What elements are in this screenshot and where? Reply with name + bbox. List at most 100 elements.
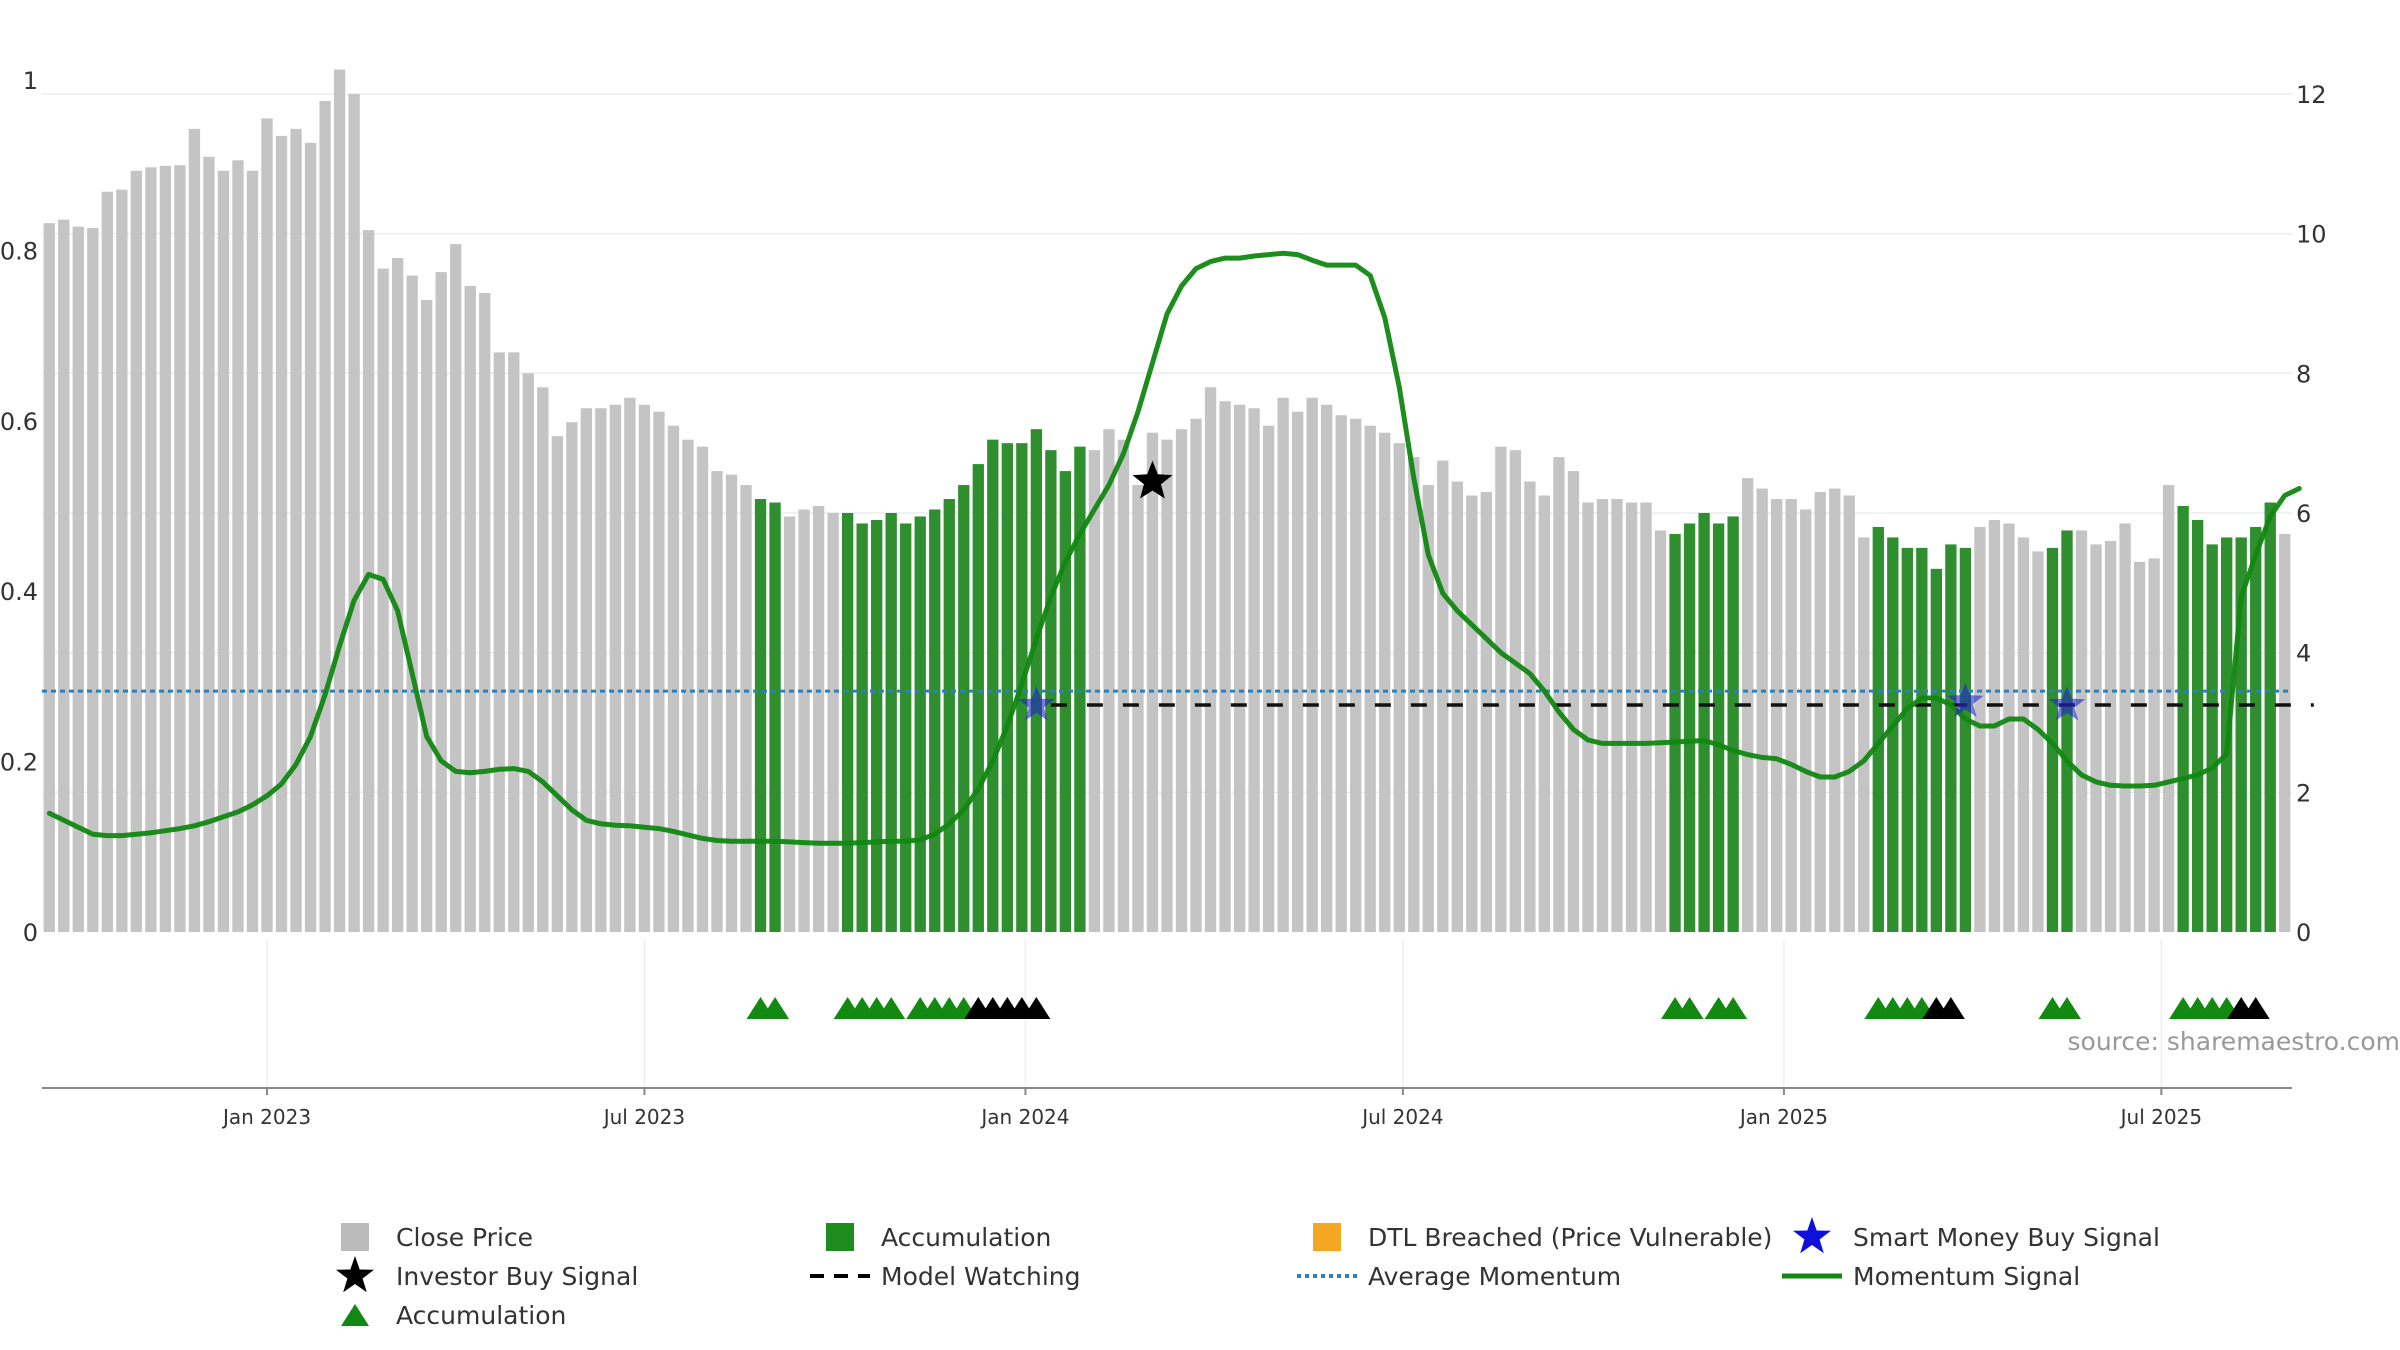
close-price-bar	[1422, 485, 1434, 932]
close-price-bar	[1829, 488, 1841, 932]
close-price-bar	[1088, 450, 1101, 932]
close-price-bar	[391, 258, 404, 932]
close-price-bar	[1161, 439, 1173, 932]
close-price-bar	[638, 404, 651, 933]
close-price-bar	[1771, 499, 1783, 932]
close-price-bar	[72, 226, 84, 932]
y-right-tick-label: 2	[2296, 779, 2311, 807]
close-price-bar	[2119, 523, 2131, 932]
close-price-bar	[696, 446, 709, 932]
legend-label: Model Watching	[881, 1262, 1081, 1291]
accumulation-bar	[1059, 471, 1072, 932]
close-price-bar	[1364, 425, 1376, 932]
y-right-tick-label: 10	[2296, 221, 2327, 249]
close-price-bar	[188, 128, 201, 932]
x-tick-label: Jul 2025	[2119, 1105, 2202, 1129]
triangle-markers	[746, 997, 2270, 1019]
legend-label: Average Momentum	[1368, 1262, 1621, 1291]
accumulation-bar	[1074, 446, 1086, 932]
y-left-tick-label: 0	[23, 919, 38, 947]
accumulation-bar	[1030, 429, 1043, 932]
close-price-bar	[1132, 485, 1144, 932]
close-price-bar	[1974, 526, 1986, 932]
close-price-bar	[348, 93, 360, 932]
close-price-bar	[1756, 488, 1768, 932]
close-price-bar	[1335, 415, 1347, 932]
x-tick-label: Jan 2025	[1738, 1105, 1828, 1129]
close-price-bar	[406, 275, 418, 932]
accumulation-bar	[1959, 547, 1972, 932]
close-price-bar	[362, 230, 375, 933]
close-price-bar	[377, 268, 389, 932]
close-price-bar	[1538, 495, 1551, 932]
accumulation-bar	[841, 512, 854, 932]
close-price-bar	[1190, 418, 1202, 932]
legend: Close Price Accumulation DTL Breached (Pri…	[336, 1217, 2160, 1330]
close-price-bar	[1625, 502, 1638, 932]
close-price-bar	[1800, 509, 1812, 932]
close-price-bar	[246, 170, 259, 933]
legend-label: Investor Buy Signal	[396, 1262, 638, 1291]
y-right-tick-label: 8	[2296, 360, 2311, 388]
close-price-bar	[522, 373, 534, 932]
accumulation-bar	[1901, 547, 1913, 932]
close-price-bar	[2017, 537, 2030, 932]
close-price-bar	[566, 422, 578, 932]
close-price-bar	[812, 506, 825, 932]
close-price-bar	[711, 471, 723, 932]
close-price-bar	[1408, 457, 1420, 932]
close-price-bar	[1785, 499, 1797, 932]
accumulation-bar	[1698, 512, 1710, 932]
accumulation-bar	[2191, 519, 2204, 932]
legend-label: Accumulation	[396, 1301, 566, 1330]
close-price-bar	[537, 387, 549, 932]
accumulation-bar	[929, 509, 941, 932]
legend-item: Model Watching	[810, 1262, 1081, 1291]
accumulation-triangle	[1719, 997, 1748, 1019]
investor-buy-signal	[1132, 460, 1173, 499]
close-price-bar	[1611, 499, 1623, 932]
close-price-bar	[667, 425, 680, 932]
close-price-bar	[827, 512, 839, 932]
accumulation-bar	[2250, 526, 2262, 932]
accumulation-bar	[914, 516, 926, 932]
close-price-bar	[1858, 537, 1870, 932]
smart-money-buy-signal	[2048, 686, 2086, 721]
smart-money-buy-signal	[1947, 682, 1984, 717]
close-price-bar	[130, 170, 143, 933]
close-price-bar	[1640, 502, 1652, 932]
close-price-bar	[783, 516, 796, 932]
close-price-bar	[43, 223, 55, 932]
close-price-bar	[116, 189, 128, 932]
close-price-bar	[2090, 544, 2102, 932]
accumulation-bar	[958, 485, 970, 932]
close-price-bar	[1654, 530, 1667, 932]
close-price-bar	[1117, 439, 1130, 932]
close-price-bar	[333, 69, 346, 932]
y-right-tick-label: 6	[2296, 500, 2311, 528]
black-triangle	[2241, 997, 2270, 1019]
accumulation-bar	[972, 464, 984, 932]
close-price-bar	[1103, 429, 1115, 932]
legend-item: Average Momentum	[1297, 1262, 1621, 1291]
close-price-bar	[261, 118, 273, 932]
accumulation-triangle	[2053, 997, 2081, 1019]
close-price-bar	[551, 436, 563, 932]
legend-label: Momentum Signal	[1853, 1262, 2080, 1291]
x-tick-label: Jul 2023	[602, 1105, 685, 1129]
legend-label: Close Price	[396, 1223, 533, 1252]
close-price-bar	[2032, 551, 2044, 932]
close-price-bar	[580, 408, 593, 933]
legend-label: Smart Money Buy Signal	[1853, 1223, 2160, 1252]
x-tick-label: Jan 2023	[221, 1105, 311, 1129]
close-price-bar	[319, 100, 331, 933]
accumulation-triangle	[877, 997, 906, 1019]
close-price-bar	[1480, 492, 1493, 932]
accumulation-bar	[2264, 502, 2276, 932]
x-tick-label: Jul 2024	[1360, 1105, 1443, 1129]
accumulation-bar	[1872, 526, 1884, 932]
legend-triangle-icon	[341, 1304, 369, 1326]
accumulation-bar	[754, 499, 767, 932]
